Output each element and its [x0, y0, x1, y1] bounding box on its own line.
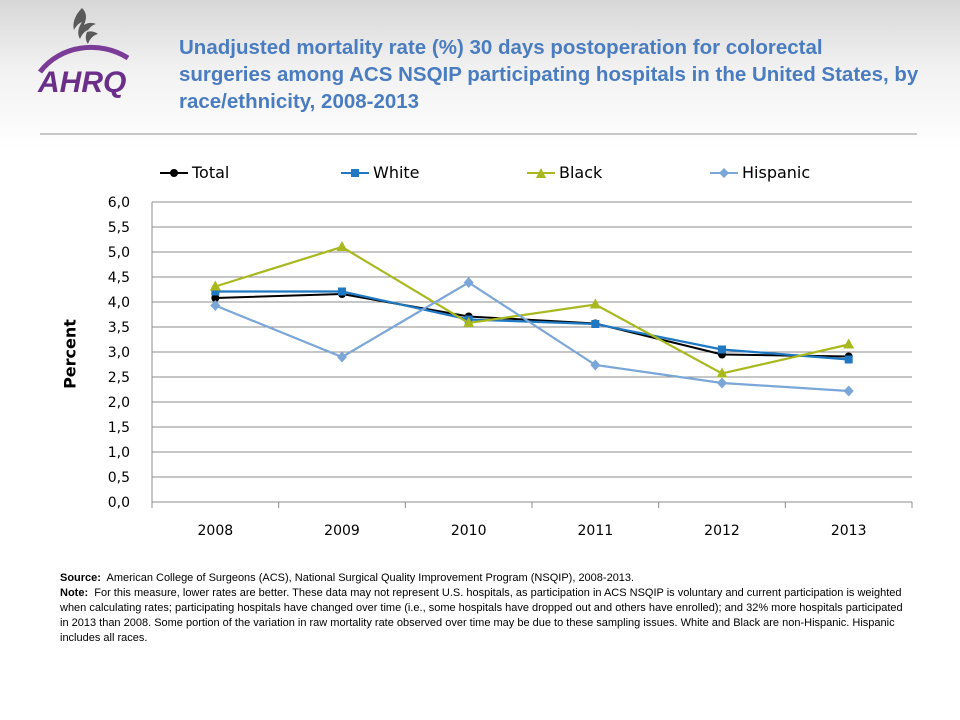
x-tick-label: 2009 [324, 523, 360, 539]
data-point-hispanic [337, 351, 347, 363]
data-point-white [591, 320, 600, 328]
y-tick-label: 6,0 [108, 195, 130, 211]
x-tick-label: 2011 [578, 523, 614, 539]
legend-item-black: Black [527, 163, 602, 182]
y-tick-label: 3,5 [108, 320, 130, 336]
data-point-white [718, 345, 726, 354]
note-text: For this measure, lower rates are better… [60, 587, 903, 644]
data-point-black [463, 317, 475, 327]
series-line-white [215, 290, 849, 361]
data-point-white [338, 287, 346, 296]
y-tick-label: 2,5 [108, 370, 130, 386]
data-point-hispanic [590, 359, 601, 371]
y-tick-label: 4,5 [108, 270, 130, 286]
title-divider [40, 133, 917, 135]
page-title: Unadjusted mortality rate (%) 30 days po… [179, 36, 919, 113]
data-point-white [844, 355, 853, 364]
series-line-total [215, 292, 849, 358]
x-tick-label: 2010 [451, 523, 487, 539]
measure-note: Note: For this measure, lower rates are … [60, 586, 910, 646]
y-tick-label: 0,0 [108, 495, 130, 511]
source-note: Source: American College of Surgeons (AC… [60, 571, 910, 586]
hhs-eagle-icon [73, 8, 98, 44]
x-tick-label: 2008 [198, 523, 234, 539]
legend-label-total: Total [192, 163, 230, 182]
y-tick-label: 1,0 [108, 445, 130, 461]
y-tick-label: 1,5 [108, 420, 130, 436]
x-tick-label: 2012 [704, 523, 740, 539]
legend-label-black: Black [559, 163, 603, 182]
y-tick-label: 3,0 [108, 345, 130, 361]
legend-item-white: White [341, 163, 420, 182]
legend-label-white: White [373, 163, 420, 182]
source-text: American College of Surgeons (ACS), Nati… [106, 572, 635, 584]
y-tick-label: 5,0 [108, 245, 130, 261]
data-point-black [716, 367, 728, 378]
source-label: Source: [60, 572, 101, 584]
x-tick-label: 2013 [831, 523, 867, 539]
data-point-black [589, 298, 601, 309]
series-line-black [215, 245, 849, 375]
data-point-hispanic [843, 385, 854, 397]
y-tick-label: 0,5 [108, 470, 130, 486]
data-point-hispanic [717, 377, 727, 389]
line-chart: 0,0 0,5 1,0 1,5 2,0 2,5 3,0 3,5 4,0 4,5 5,0 5,5 6,0 2… [108, 195, 913, 539]
y-tick-label: 2,0 [108, 395, 130, 411]
y-tick-label: 5,5 [108, 220, 130, 236]
data-point-white [211, 287, 220, 296]
series-line-hispanic [214, 281, 849, 393]
footnotes: Source: American College of Surgeons (AC… [60, 571, 910, 646]
data-point-black [209, 280, 221, 291]
note-label: Note: [60, 587, 89, 599]
y-tick-label: 4,0 [108, 295, 130, 311]
data-point-total [211, 294, 220, 302]
data-point-hispanic [210, 300, 221, 311]
ahrq-logo-text: AHRQ [37, 66, 126, 99]
chart-legend: Total White Black Hispanic [160, 163, 860, 185]
legend-label-hispanic: Hispanic [742, 163, 811, 182]
header-band [0, 0, 960, 150]
ahrq-logo: AHRQ [30, 0, 150, 110]
data-point-hispanic [463, 277, 474, 288]
legend-item-hispanic: Hispanic [710, 163, 810, 182]
data-point-black [843, 338, 855, 349]
legend-item-total: Total [160, 163, 229, 182]
data-point-black [336, 241, 348, 251]
